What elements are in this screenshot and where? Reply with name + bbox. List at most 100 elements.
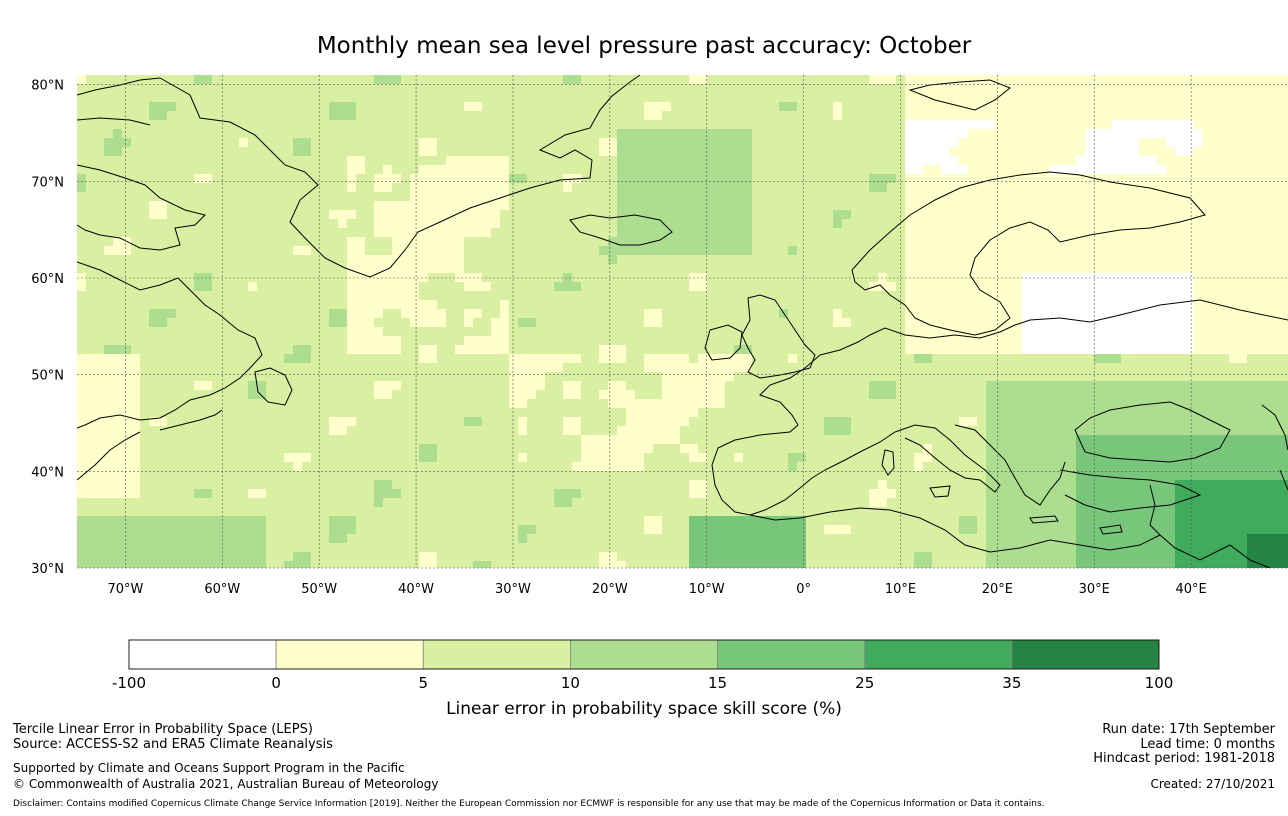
raster-cell bbox=[833, 111, 842, 120]
raster-cell bbox=[383, 93, 392, 102]
raster-cell bbox=[86, 183, 95, 192]
raster-cell bbox=[1256, 84, 1265, 93]
raster-cell bbox=[554, 282, 563, 291]
raster-cell bbox=[1256, 381, 1265, 390]
raster-cell bbox=[653, 372, 662, 381]
raster-cell bbox=[1049, 102, 1058, 111]
raster-cell bbox=[932, 120, 941, 129]
raster-cell bbox=[212, 309, 221, 318]
raster-cell bbox=[203, 210, 212, 219]
raster-cell bbox=[986, 138, 995, 147]
raster-cell bbox=[77, 129, 86, 138]
raster-cell bbox=[752, 120, 761, 129]
raster-cell bbox=[401, 291, 410, 300]
raster-cell bbox=[1094, 381, 1103, 390]
raster-cell bbox=[113, 129, 122, 138]
raster-cell bbox=[1076, 282, 1085, 291]
raster-cell bbox=[797, 75, 806, 84]
raster-cell bbox=[401, 237, 410, 246]
raster-cell bbox=[905, 147, 914, 156]
raster-cell bbox=[1265, 102, 1274, 111]
raster-cell bbox=[1049, 354, 1058, 363]
raster-cell bbox=[536, 219, 545, 228]
raster-cell bbox=[1193, 183, 1202, 192]
raster-cell bbox=[1094, 255, 1103, 264]
raster-cell bbox=[248, 147, 257, 156]
raster-cell bbox=[293, 336, 302, 345]
raster-cell bbox=[1040, 156, 1049, 165]
raster-cell bbox=[833, 183, 842, 192]
raster-cell bbox=[113, 228, 122, 237]
raster-cell bbox=[122, 246, 131, 255]
raster-cell bbox=[833, 246, 842, 255]
raster-cell bbox=[221, 210, 230, 219]
raster-cell bbox=[1076, 165, 1085, 174]
raster-cell bbox=[689, 264, 698, 273]
raster-cell bbox=[158, 228, 167, 237]
raster-cell bbox=[221, 102, 230, 111]
raster-cell bbox=[275, 237, 284, 246]
raster-cell bbox=[860, 93, 869, 102]
raster-cell bbox=[716, 381, 725, 390]
raster-cell bbox=[527, 363, 536, 372]
raster-cell bbox=[248, 291, 257, 300]
raster-cell bbox=[986, 246, 995, 255]
raster-cell bbox=[230, 300, 239, 309]
raster-cell bbox=[266, 345, 275, 354]
raster-cell bbox=[842, 111, 851, 120]
raster-cell bbox=[986, 300, 995, 309]
raster-cell bbox=[1058, 291, 1067, 300]
raster-cell bbox=[185, 327, 194, 336]
raster-cell bbox=[338, 165, 347, 174]
raster-cell bbox=[824, 309, 833, 318]
raster-cell bbox=[860, 183, 869, 192]
raster-cell bbox=[851, 255, 860, 264]
raster-cell bbox=[509, 183, 518, 192]
raster-cell bbox=[743, 345, 752, 354]
raster-cell bbox=[1031, 390, 1040, 399]
raster-cell bbox=[653, 192, 662, 201]
raster-cell bbox=[518, 102, 527, 111]
raster-cell bbox=[617, 399, 626, 408]
raster-cell bbox=[752, 237, 761, 246]
raster-cell bbox=[167, 183, 176, 192]
raster-cell bbox=[554, 210, 563, 219]
raster-cell bbox=[302, 84, 311, 93]
raster-cell bbox=[86, 210, 95, 219]
raster-cell bbox=[239, 363, 248, 372]
raster-cell bbox=[572, 102, 581, 111]
raster-cell bbox=[320, 345, 329, 354]
raster-cell bbox=[383, 255, 392, 264]
raster-cell bbox=[815, 345, 824, 354]
raster-cell bbox=[599, 183, 608, 192]
raster-cell bbox=[662, 246, 671, 255]
raster-cell bbox=[707, 282, 716, 291]
raster-cell bbox=[977, 147, 986, 156]
raster-cell bbox=[455, 354, 464, 363]
raster-cell bbox=[932, 93, 941, 102]
raster-cell bbox=[779, 75, 788, 84]
raster-cell bbox=[482, 228, 491, 237]
raster-cell bbox=[734, 372, 743, 381]
raster-cell bbox=[176, 165, 185, 174]
raster-cell bbox=[500, 363, 509, 372]
raster-cell bbox=[149, 129, 158, 138]
raster-cell bbox=[1256, 219, 1265, 228]
raster-cell bbox=[572, 129, 581, 138]
raster-cell bbox=[545, 273, 554, 282]
raster-cell bbox=[320, 381, 329, 390]
raster-cell bbox=[1004, 210, 1013, 219]
raster-cell bbox=[176, 381, 185, 390]
raster-cell bbox=[1013, 165, 1022, 174]
raster-cell bbox=[518, 336, 527, 345]
raster-cell bbox=[428, 291, 437, 300]
raster-cell bbox=[815, 237, 824, 246]
raster-cell bbox=[95, 291, 104, 300]
raster-cell bbox=[482, 174, 491, 183]
raster-cell bbox=[203, 327, 212, 336]
raster-cell bbox=[1022, 120, 1031, 129]
raster-cell bbox=[599, 228, 608, 237]
raster-cell bbox=[932, 192, 941, 201]
raster-cell bbox=[932, 201, 941, 210]
raster-cell bbox=[473, 363, 482, 372]
